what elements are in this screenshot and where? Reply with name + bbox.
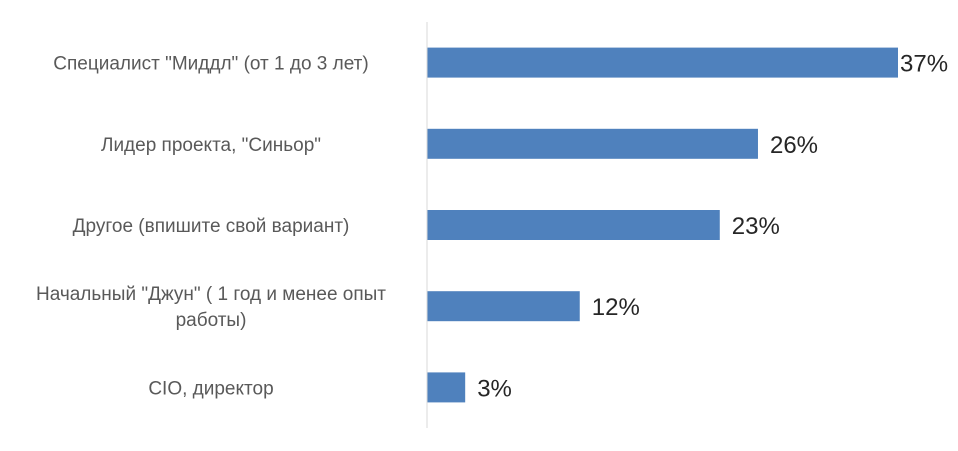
data-label-1: 37% xyxy=(900,51,948,78)
bars-group xyxy=(427,47,898,403)
category-label-3: Другое (впишите свой вариант) xyxy=(73,216,350,237)
category-label-line: Лидер проекта, "Синьор" xyxy=(101,135,321,156)
bar-1 xyxy=(427,47,898,78)
data-label-3: 23% xyxy=(732,213,780,240)
category-label-line: Начальный "Джун" ( 1 год и менее опыт xyxy=(36,284,386,305)
bar-3 xyxy=(427,210,720,240)
category-labels-group: Специалист "Миддл" (от 1 до 3 лет) Лидер … xyxy=(36,54,386,400)
category-label-1: Специалист "Миддл" (от 1 до 3 лет) xyxy=(53,54,368,75)
category-label-line: работы) xyxy=(176,310,247,331)
bar-4 xyxy=(427,291,580,322)
category-label-line: CIO, директор xyxy=(148,378,273,399)
data-label-2: 26% xyxy=(770,132,818,159)
category-label-line: Специалист "Миддл" (от 1 до 3 лет) xyxy=(53,54,368,75)
data-label-5: 3% xyxy=(477,375,512,402)
category-label-5: CIO, директор xyxy=(148,378,273,399)
bar-5 xyxy=(427,372,466,403)
data-labels-group: 37% 26% 23% 12% 3% xyxy=(477,51,948,403)
category-label-line: Другое (впишите свой вариант) xyxy=(73,216,350,237)
bar-2 xyxy=(427,128,758,159)
data-label-4: 12% xyxy=(592,294,640,321)
category-label-2: Лидер проекта, "Синьор" xyxy=(101,135,321,156)
category-label-4: Начальный "Джун" ( 1 год и менее опыт раб… xyxy=(36,284,386,331)
